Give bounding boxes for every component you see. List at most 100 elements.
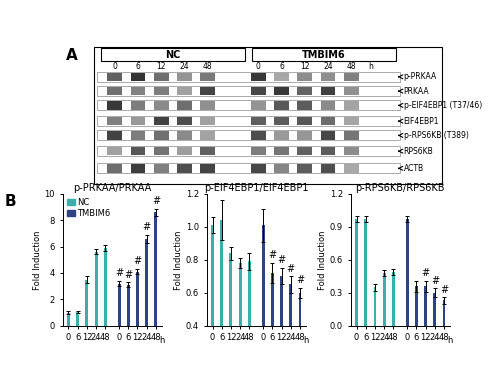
Text: 0: 0 (112, 62, 117, 71)
FancyBboxPatch shape (98, 130, 400, 141)
Bar (67, 313, 70, 326)
FancyBboxPatch shape (200, 87, 215, 96)
FancyBboxPatch shape (344, 131, 358, 140)
Y-axis label: Fold Induction: Fold Induction (174, 230, 183, 290)
Bar (136, 272, 139, 326)
Bar (374, 287, 376, 326)
Text: 12: 12 (156, 62, 166, 71)
FancyBboxPatch shape (177, 147, 192, 156)
Bar (364, 219, 368, 326)
Text: PRKAA: PRKAA (404, 87, 429, 96)
FancyBboxPatch shape (298, 87, 312, 96)
FancyBboxPatch shape (200, 147, 215, 156)
Bar (230, 253, 232, 366)
Bar (442, 300, 446, 326)
FancyBboxPatch shape (200, 101, 215, 110)
Bar (104, 248, 106, 326)
FancyBboxPatch shape (130, 72, 146, 81)
FancyBboxPatch shape (200, 131, 215, 140)
FancyBboxPatch shape (108, 147, 122, 156)
Text: #: # (134, 256, 141, 266)
Text: B: B (5, 194, 16, 209)
FancyBboxPatch shape (320, 147, 336, 156)
FancyBboxPatch shape (344, 87, 358, 96)
FancyBboxPatch shape (154, 87, 168, 96)
FancyBboxPatch shape (274, 117, 289, 126)
Text: h: h (160, 336, 165, 345)
FancyBboxPatch shape (274, 147, 289, 156)
Text: RPS6KB: RPS6KB (404, 147, 433, 156)
Text: #: # (142, 222, 151, 232)
Bar (118, 284, 120, 326)
FancyBboxPatch shape (108, 101, 122, 110)
Text: 48: 48 (346, 62, 356, 71)
FancyBboxPatch shape (94, 47, 442, 184)
Bar (154, 212, 158, 326)
FancyBboxPatch shape (298, 117, 312, 126)
FancyBboxPatch shape (200, 72, 215, 81)
Text: A: A (66, 48, 78, 63)
FancyBboxPatch shape (98, 116, 400, 126)
FancyBboxPatch shape (274, 72, 289, 81)
Title: p-PRKAA/PRKAA: p-PRKAA/PRKAA (73, 183, 152, 193)
Text: #: # (152, 196, 160, 206)
FancyBboxPatch shape (101, 48, 244, 61)
Text: 48: 48 (203, 62, 212, 71)
FancyBboxPatch shape (251, 147, 266, 156)
FancyBboxPatch shape (154, 131, 168, 140)
Text: #: # (115, 268, 123, 278)
FancyBboxPatch shape (98, 146, 400, 156)
Text: 24: 24 (323, 62, 333, 71)
FancyBboxPatch shape (177, 131, 192, 140)
Text: EIF4EBP1: EIF4EBP1 (404, 117, 439, 126)
FancyBboxPatch shape (344, 101, 358, 110)
Bar (383, 273, 386, 326)
FancyBboxPatch shape (320, 101, 336, 110)
FancyBboxPatch shape (177, 117, 192, 126)
Bar (238, 263, 242, 366)
FancyBboxPatch shape (251, 101, 266, 110)
FancyBboxPatch shape (320, 131, 336, 140)
FancyBboxPatch shape (274, 164, 289, 173)
Bar (262, 225, 264, 366)
FancyBboxPatch shape (320, 87, 336, 96)
FancyBboxPatch shape (98, 100, 400, 111)
FancyBboxPatch shape (298, 164, 312, 173)
FancyBboxPatch shape (251, 72, 266, 81)
Text: p-RPS6KB (T389): p-RPS6KB (T389) (404, 131, 468, 140)
FancyBboxPatch shape (177, 101, 192, 110)
FancyBboxPatch shape (98, 86, 400, 96)
Bar (248, 261, 251, 366)
Text: TMBIM6: TMBIM6 (302, 50, 346, 60)
FancyBboxPatch shape (98, 163, 400, 173)
Title: p-EIF4EBP1/EIF4EBP1: p-EIF4EBP1/EIF4EBP1 (204, 183, 308, 193)
Bar (76, 312, 79, 326)
FancyBboxPatch shape (130, 147, 146, 156)
FancyBboxPatch shape (344, 117, 358, 126)
Bar (94, 252, 98, 326)
Text: #: # (422, 268, 430, 278)
Bar (392, 272, 395, 326)
Text: p-EIF4EBP1 (T37/46): p-EIF4EBP1 (T37/46) (404, 101, 482, 110)
FancyBboxPatch shape (108, 164, 122, 173)
Bar (271, 273, 274, 366)
FancyBboxPatch shape (274, 131, 289, 140)
FancyBboxPatch shape (130, 101, 146, 110)
FancyBboxPatch shape (298, 147, 312, 156)
FancyBboxPatch shape (154, 101, 168, 110)
FancyBboxPatch shape (108, 72, 122, 81)
Bar (145, 239, 148, 326)
Text: #: # (431, 276, 439, 286)
FancyBboxPatch shape (344, 164, 358, 173)
Bar (355, 219, 358, 326)
FancyBboxPatch shape (251, 87, 266, 96)
FancyBboxPatch shape (320, 72, 336, 81)
FancyBboxPatch shape (251, 164, 266, 173)
Text: #: # (268, 250, 276, 261)
Text: 6: 6 (136, 62, 140, 71)
FancyBboxPatch shape (344, 147, 358, 156)
Text: 12: 12 (300, 62, 310, 71)
FancyBboxPatch shape (130, 164, 146, 173)
Text: ACTB: ACTB (404, 164, 423, 173)
Bar (424, 286, 427, 326)
